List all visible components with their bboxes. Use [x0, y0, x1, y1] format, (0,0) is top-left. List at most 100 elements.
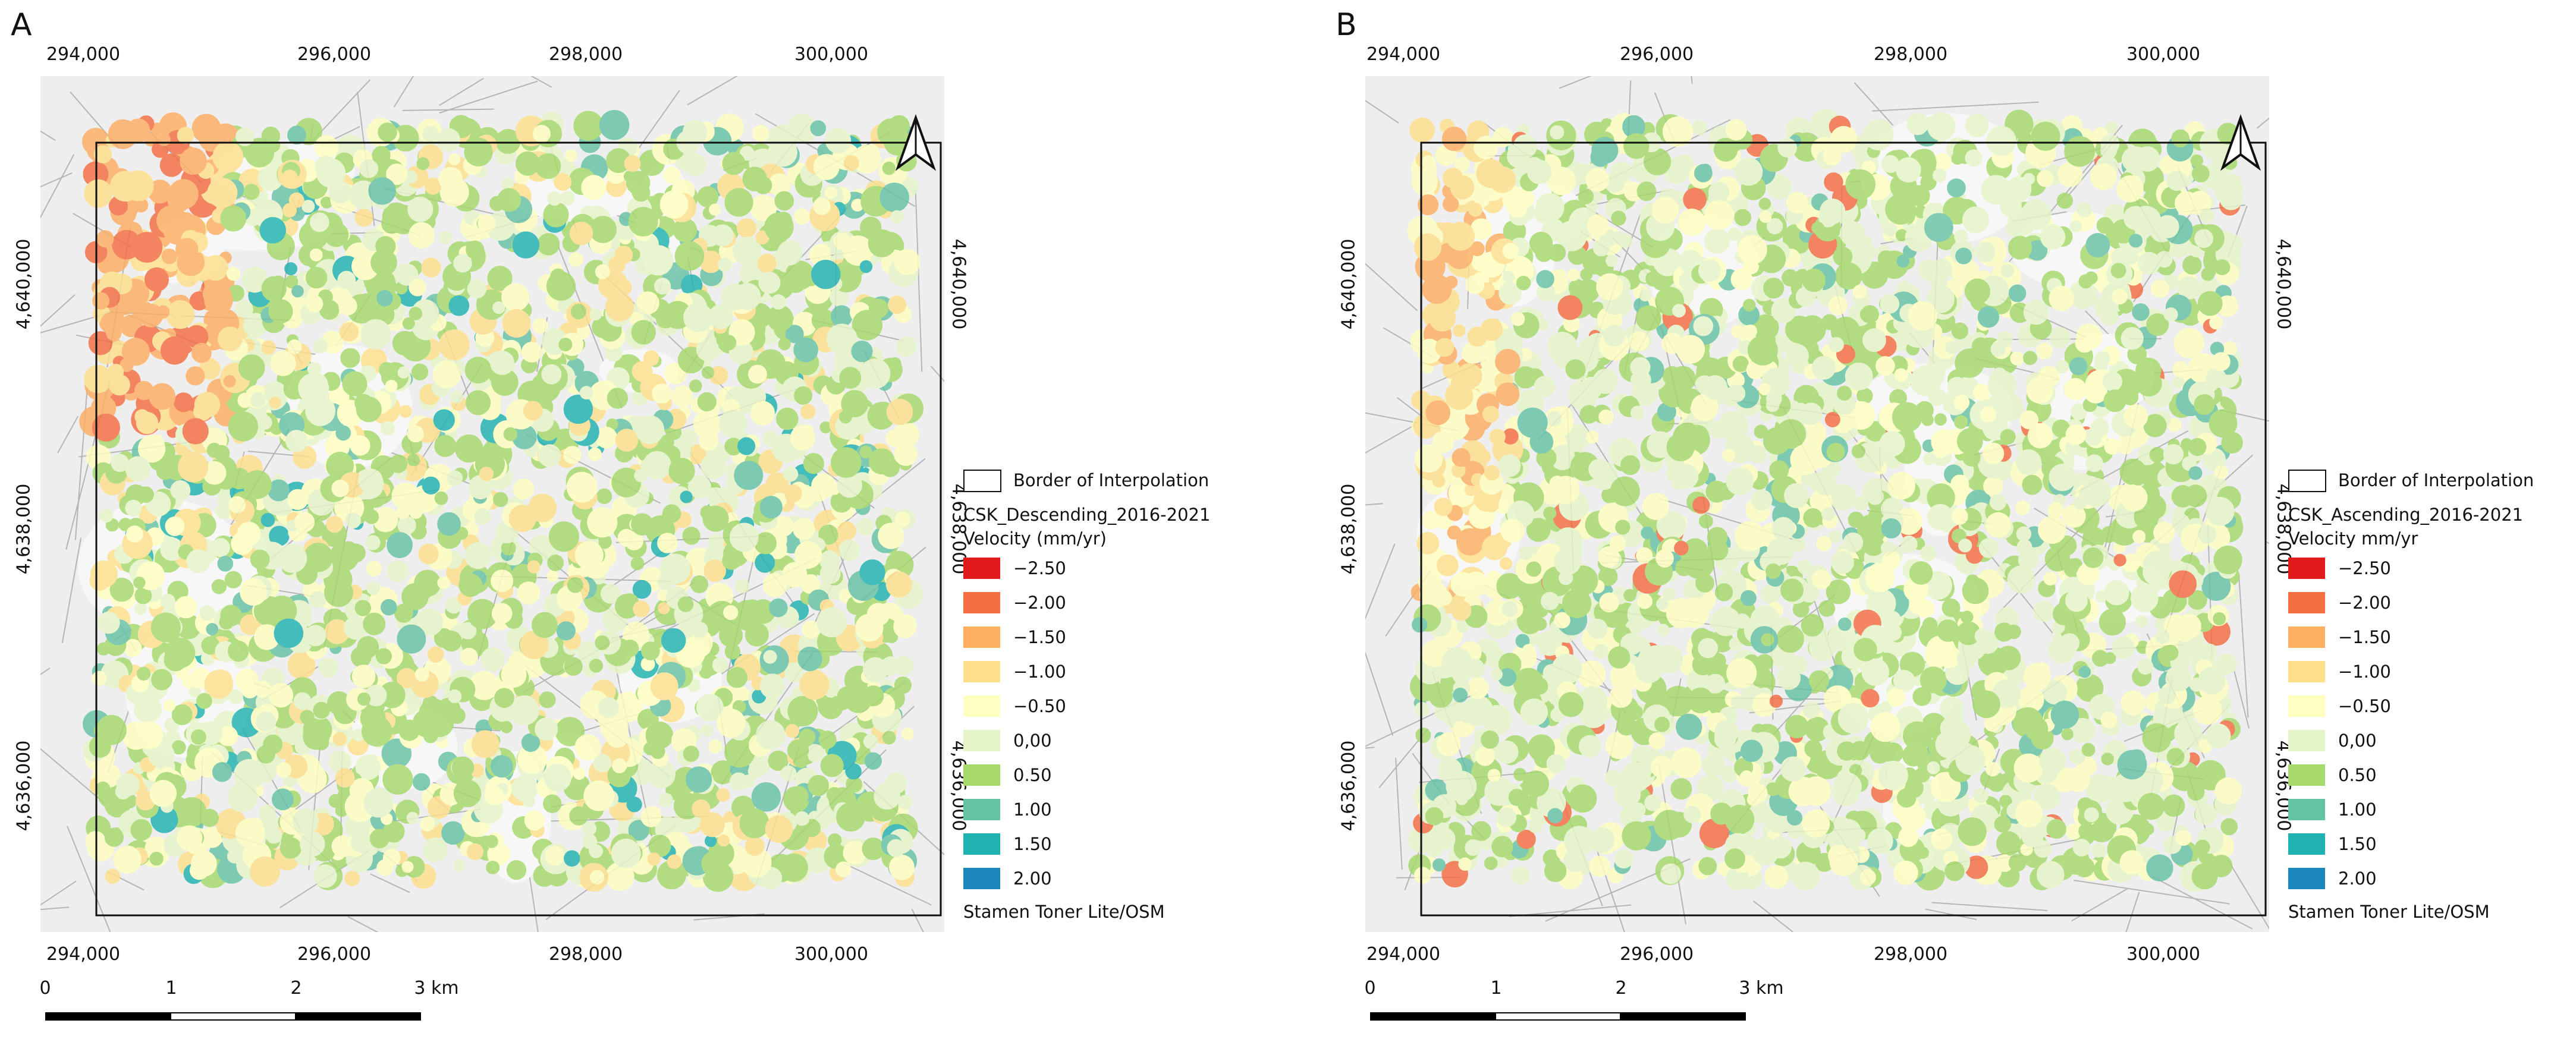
- y-tick-left: 4,636,000: [1338, 740, 1359, 832]
- y-tick-left: 4,636,000: [13, 740, 34, 832]
- legend-class-swatch: [2288, 730, 2325, 751]
- legend-layer-title: CSK_Ascending_2016-2021: [2288, 505, 2524, 525]
- legend-class-swatch: [2288, 764, 2325, 786]
- scale-segment: [1370, 1012, 1496, 1021]
- scale-label: 1: [1490, 978, 1502, 999]
- map-canvas: [40, 76, 944, 932]
- legend-class-label: −1.50: [2338, 627, 2391, 647]
- x-tick-bottom: 300,000: [794, 944, 869, 965]
- legend-border-label: Border of Interpolation: [1013, 470, 1210, 490]
- legend-class-label: −0.50: [2338, 696, 2391, 716]
- legend-class-swatch: [2288, 558, 2325, 579]
- y-tick-left: 4,640,000: [1338, 238, 1359, 330]
- legend-class-swatch: [963, 764, 1000, 786]
- x-tick-bottom: 298,000: [548, 944, 623, 965]
- basemap-credit: Stamen Toner Lite/OSM: [2288, 902, 2490, 922]
- scale-label: 0: [1364, 978, 1376, 999]
- legend-class-label: −1.00: [1013, 662, 1066, 682]
- x-tick-top: 298,000: [548, 44, 623, 65]
- interpolation-border: [95, 141, 942, 917]
- interpolation-border: [1420, 141, 2267, 917]
- legend-class-label: 0,00: [2338, 731, 2377, 751]
- legend-class-label: −2.00: [2338, 593, 2391, 613]
- legend-class-swatch: [963, 626, 1000, 648]
- legend-class-label: −2.50: [2338, 558, 2391, 578]
- legend-class-swatch: [963, 730, 1000, 751]
- x-tick-bottom: 294,000: [1366, 944, 1441, 965]
- x-tick-top: 294,000: [46, 44, 121, 65]
- legend-class-swatch: [963, 695, 1000, 717]
- x-tick-bottom: 296,000: [1619, 944, 1694, 965]
- y-tick-left: 4,638,000: [13, 483, 34, 575]
- legend-class-label: −1.00: [2338, 662, 2391, 682]
- north-arrow-icon: [895, 114, 937, 171]
- scale-label: 0: [39, 978, 51, 999]
- scale-segment: [1495, 1012, 1621, 1021]
- legend-border-swatch: [2288, 470, 2326, 492]
- scale-label: 3 km: [414, 978, 459, 999]
- legend-class-swatch: [963, 833, 1000, 855]
- x-tick-top: 296,000: [1619, 44, 1694, 65]
- legend-class-swatch: [963, 592, 1000, 613]
- map-canvas: [1365, 76, 2269, 932]
- x-tick-bottom: 300,000: [2126, 944, 2201, 965]
- map-area[interactable]: [1365, 76, 2269, 932]
- legend-class-label: −2.50: [1013, 558, 1066, 578]
- legend-class-swatch: [2288, 868, 2325, 889]
- y-tick-left: 4,640,000: [13, 238, 34, 330]
- map-panel-b: B 294,000 296,000 298,000 300,000 294,00…: [1325, 0, 2576, 1039]
- y-tick-right: 4,640,000: [948, 238, 969, 330]
- panel-letter: A: [11, 7, 32, 43]
- legend-class-swatch: [2288, 661, 2325, 682]
- legend-class-swatch: [963, 558, 1000, 579]
- legend-class-swatch: [963, 868, 1000, 889]
- legend-class-swatch: [2288, 592, 2325, 613]
- legend-class-swatch: [963, 799, 1000, 820]
- basemap-credit: Stamen Toner Lite/OSM: [963, 902, 1165, 922]
- legend-class-swatch: [2288, 799, 2325, 820]
- legend-class-label: −2.00: [1013, 593, 1066, 613]
- scale-label: 2: [290, 978, 302, 999]
- scale-label: 1: [165, 978, 177, 999]
- legend-velocity-title: Velocity (mm/yr): [963, 528, 1107, 549]
- scale-segment: [295, 1012, 421, 1021]
- legend-class-label: 1.00: [1013, 799, 1052, 820]
- scale-segment: [170, 1012, 296, 1021]
- x-tick-top: 294,000: [1366, 44, 1441, 65]
- panel-letter: B: [1336, 7, 1357, 43]
- legend-class-label: 1.00: [2338, 799, 2377, 820]
- x-tick-top: 298,000: [1873, 44, 1948, 65]
- legend-class-label: 0,00: [1013, 731, 1052, 751]
- y-tick-left: 4,638,000: [1338, 483, 1359, 575]
- legend-class-label: 0.50: [1013, 765, 1052, 785]
- legend-layer-title: CSK_Descending_2016-2021: [963, 505, 1211, 525]
- x-tick-top: 300,000: [2126, 44, 2201, 65]
- legend-class-swatch: [963, 661, 1000, 682]
- legend-class-label: 2.00: [1013, 868, 1052, 889]
- scale-segment: [1620, 1012, 1746, 1021]
- velocity-raster: [1407, 108, 2244, 892]
- legend-class-label: 0.50: [2338, 765, 2377, 785]
- legend-border-swatch: [963, 470, 1001, 492]
- x-tick-bottom: 298,000: [1873, 944, 1948, 965]
- legend-class-label: 1.50: [2338, 834, 2377, 854]
- legend-class-swatch: [2288, 626, 2325, 648]
- legend-class-swatch: [2288, 695, 2325, 717]
- scale-label: 3 km: [1739, 978, 1784, 999]
- legend-border-label: Border of Interpolation: [2338, 470, 2534, 490]
- scale-segment: [45, 1012, 171, 1021]
- scale-label: 2: [1615, 978, 1627, 999]
- y-tick-right: 4,640,000: [2273, 238, 2294, 330]
- map-area[interactable]: [40, 76, 944, 932]
- legend-class-label: 2.00: [2338, 868, 2377, 889]
- x-tick-bottom: 294,000: [46, 944, 121, 965]
- north-arrow-icon: [2220, 114, 2261, 171]
- x-tick-top: 296,000: [297, 44, 372, 65]
- map-panel-a: A 294,000 296,000 298,000 300,000 294,00…: [11, 7, 1211, 1021]
- legend-class-label: −1.50: [1013, 627, 1066, 647]
- legend-class-swatch: [2288, 833, 2325, 855]
- legend-velocity-title: Velocity mm/yr: [2288, 528, 2418, 549]
- velocity-raster: [79, 109, 923, 892]
- legend-class-label: −0.50: [1013, 696, 1066, 716]
- legend-class-label: 1.50: [1013, 834, 1052, 854]
